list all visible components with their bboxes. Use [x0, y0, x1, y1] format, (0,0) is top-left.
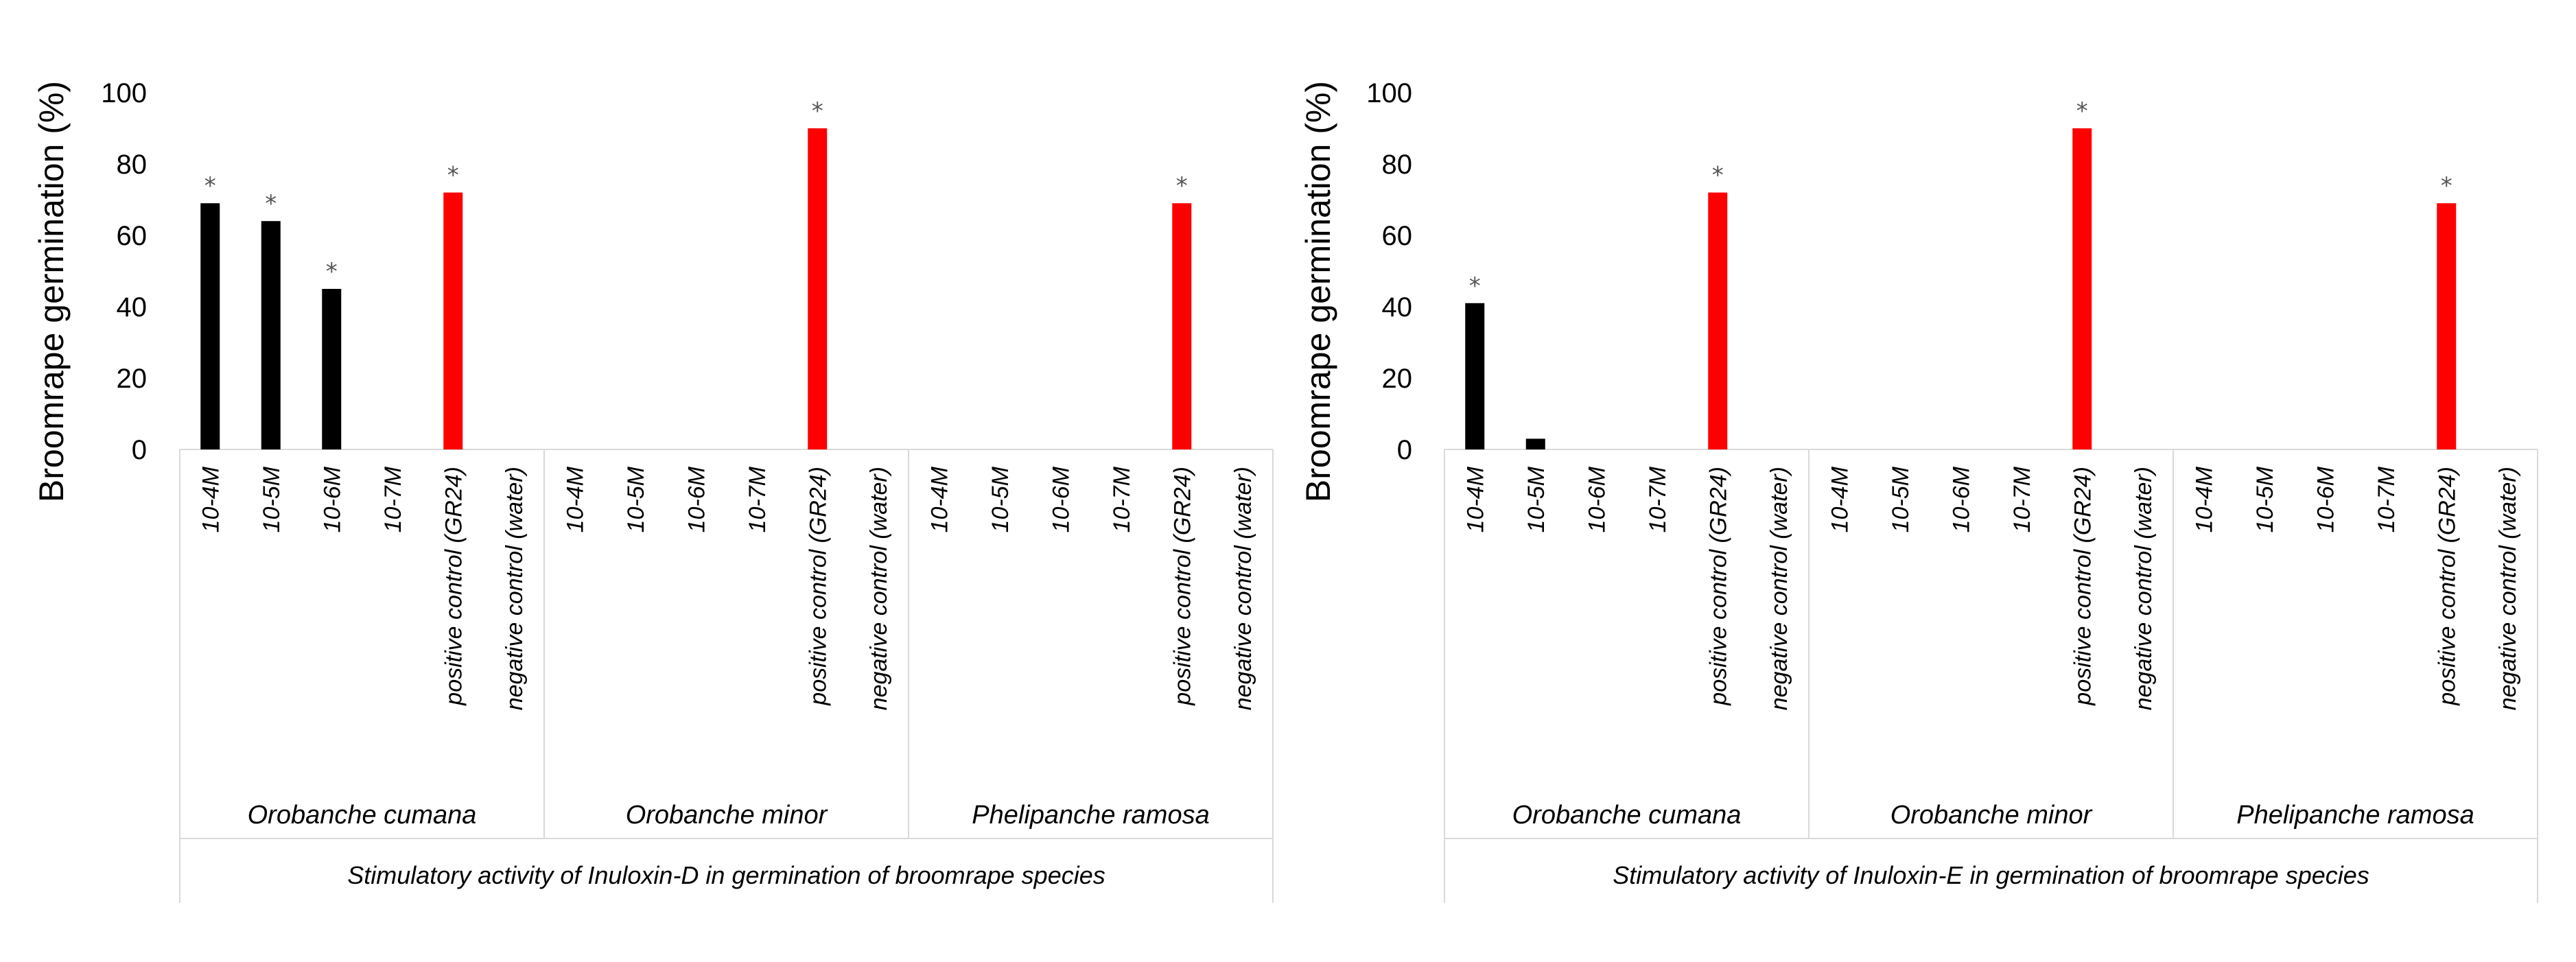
- y-tick-label: 0: [1397, 435, 1412, 465]
- bar-positive-control: [2437, 203, 2457, 449]
- x-tick-label: 10-6M: [2312, 466, 2339, 532]
- y-tick-label: 60: [1382, 221, 1413, 251]
- x-tick-label: 10-6M: [683, 466, 710, 532]
- x-tick-label: 10-4M: [2191, 466, 2217, 532]
- x-tick-label: positive control (GR24): [441, 467, 467, 706]
- x-tick-label: negative control (water): [2495, 467, 2521, 710]
- x-tick-label: positive control (GR24): [1169, 467, 1195, 706]
- bar-positive-control: [808, 128, 828, 449]
- x-tick-label: negative control (water): [502, 467, 528, 710]
- y-tick-label: 100: [1366, 78, 1412, 108]
- y-tick-label: 80: [1382, 150, 1413, 180]
- y-tick-label: 20: [1382, 364, 1413, 394]
- y-tick-label: 100: [101, 78, 147, 108]
- x-tick-label: 10-5M: [623, 466, 649, 532]
- y-axis-title: Broomrape germination (%): [1299, 81, 1337, 502]
- bar-positive-control: [2072, 128, 2092, 449]
- bar-treatment: [1465, 303, 1485, 449]
- x-tick-label: 10-7M: [745, 466, 771, 532]
- x-tick-label: negative control (water): [1766, 467, 1792, 710]
- y-tick-label: 20: [117, 364, 148, 394]
- significance-marker: *: [326, 258, 338, 285]
- x-tick-label: 10-5M: [2252, 466, 2278, 532]
- group-label: Orobanche cumana: [1512, 801, 1742, 830]
- bar-treatment: [261, 221, 281, 449]
- x-tick-label: 10-6M: [1948, 466, 1974, 532]
- x-tick-label: 10-4M: [926, 466, 952, 532]
- x-tick-label: negative control (water): [866, 467, 892, 710]
- y-tick-label: 40: [117, 292, 148, 322]
- bar-positive-control: [443, 192, 463, 449]
- group-label: Phelipanche ramosa: [2236, 801, 2474, 830]
- x-tick-label: 10-5M: [987, 466, 1014, 532]
- x-tick-label: 10-4M: [562, 466, 588, 532]
- bar-positive-control: [1708, 192, 1728, 449]
- x-tick-label: 10-4M: [1827, 466, 1853, 532]
- group-label: Orobanche minor: [1890, 801, 2093, 830]
- x-tick-label: 10-5M: [1523, 466, 1549, 532]
- x-tick-label: negative control (water): [2131, 467, 2157, 710]
- x-tick-label: 10-4M: [1462, 466, 1488, 532]
- significance-marker: *: [1712, 162, 1724, 189]
- x-tick-label: 10-6M: [319, 466, 345, 532]
- x-axis-title: Stimulatory activity of Inuloxin-D in ge…: [347, 861, 1105, 889]
- significance-marker: *: [1469, 272, 1481, 300]
- x-tick-label: positive control (GR24): [2070, 467, 2096, 706]
- bar-positive-control: [1172, 203, 1192, 449]
- group-label: Orobanche minor: [626, 801, 828, 830]
- x-tick-label: positive control (GR24): [1705, 467, 1731, 706]
- chart-inuloxin-d: Broomrape germination (%) 0 20 40 60 80 100 Oro…: [32, 78, 1274, 903]
- significance-marker: *: [204, 172, 216, 200]
- significance-marker: *: [1176, 172, 1188, 200]
- x-tick-label: 10-4M: [198, 466, 224, 532]
- x-tick-label: negative control (water): [1230, 467, 1256, 710]
- significance-marker: *: [2076, 97, 2088, 125]
- x-axis-title: Stimulatory activity of Inuloxin-E in ge…: [1613, 861, 2369, 889]
- significance-marker: *: [812, 97, 823, 125]
- bar-treatment: [322, 289, 342, 449]
- y-tick-label: 40: [1382, 292, 1413, 322]
- bar-treatment: [200, 203, 220, 449]
- bar-treatment: [1525, 438, 1545, 449]
- x-tick-label: positive control (GR24): [805, 467, 831, 706]
- y-tick-label: 0: [132, 435, 147, 465]
- chart-inuloxin-e: Broomrape germination (%) 0 20 40 60 80 100 Oro…: [1299, 78, 2538, 903]
- y-axis-title: Broomrape germination (%): [32, 81, 71, 502]
- x-tick-label: 10-6M: [1048, 466, 1074, 532]
- significance-marker: *: [447, 162, 459, 189]
- x-tick-label: 10-7M: [2009, 466, 2035, 532]
- group-label: Phelipanche ramosa: [972, 801, 1209, 830]
- x-tick-label: 10-7M: [2374, 466, 2400, 532]
- y-tick-label: 80: [117, 150, 148, 180]
- x-tick-label: positive control (GR24): [2434, 467, 2460, 706]
- x-tick-label: 10-5M: [1888, 466, 1914, 532]
- group-label: Orobanche cumana: [248, 801, 477, 830]
- x-tick-label: 10-5M: [259, 466, 285, 532]
- x-tick-label: 10-7M: [380, 466, 406, 532]
- y-tick-label: 60: [117, 221, 148, 251]
- significance-marker: *: [265, 190, 277, 218]
- x-tick-label: 10-7M: [1645, 466, 1671, 532]
- x-tick-label: 10-6M: [1584, 466, 1610, 532]
- x-tick-label: 10-7M: [1109, 466, 1135, 532]
- significance-marker: *: [2441, 172, 2452, 200]
